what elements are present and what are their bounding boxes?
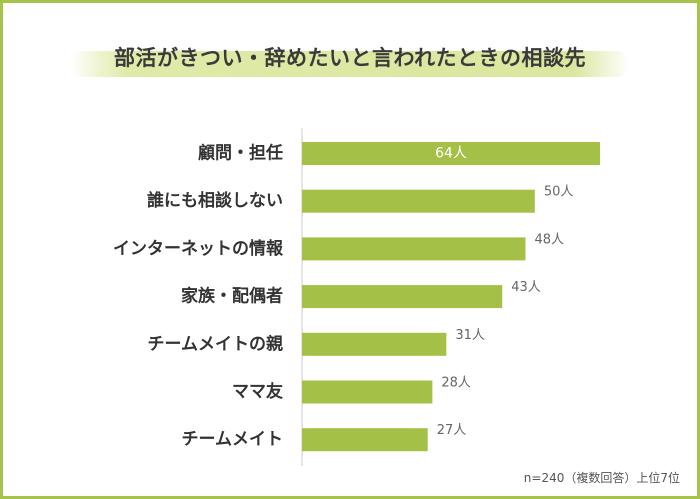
chart-title: 部活がきつい・辞めたいと言われたときの相談先 — [114, 46, 586, 70]
category-label-3: 家族・配偶者 — [181, 286, 283, 307]
bar-4 — [302, 332, 447, 356]
category-label-6: チームメイト — [182, 430, 284, 450]
title-highlight — [70, 51, 630, 77]
bar-2 — [302, 237, 526, 261]
value-label-1: 50人 — [544, 185, 574, 200]
bar-0 — [302, 142, 600, 165]
bar-6 — [302, 428, 428, 452]
title-area: 部活がきつい・辞めたいと言われたときの相談先 — [70, 38, 630, 84]
bar-5 — [302, 380, 433, 404]
category-label-4: チームメイトの親 — [148, 333, 284, 354]
value-label-5: 28人 — [441, 376, 471, 391]
category-label-2: インターネットの情報 — [113, 238, 284, 259]
category-label-1: 誰にも相談しない — [147, 190, 283, 211]
category-label-5: ママ友 — [232, 381, 283, 402]
bar-3 — [302, 285, 503, 309]
sample-note: n=240（複数回答）上位7位 — [523, 471, 680, 485]
bar-1 — [302, 189, 535, 213]
category-label-0: 顧問・担任 — [198, 143, 283, 164]
value-label-3: 43人 — [511, 280, 541, 295]
value-label-0: 64人 — [435, 146, 467, 162]
value-label-4: 31人 — [455, 328, 485, 343]
value-label-2: 48人 — [535, 232, 565, 247]
value-label-6: 27人 — [437, 423, 467, 438]
